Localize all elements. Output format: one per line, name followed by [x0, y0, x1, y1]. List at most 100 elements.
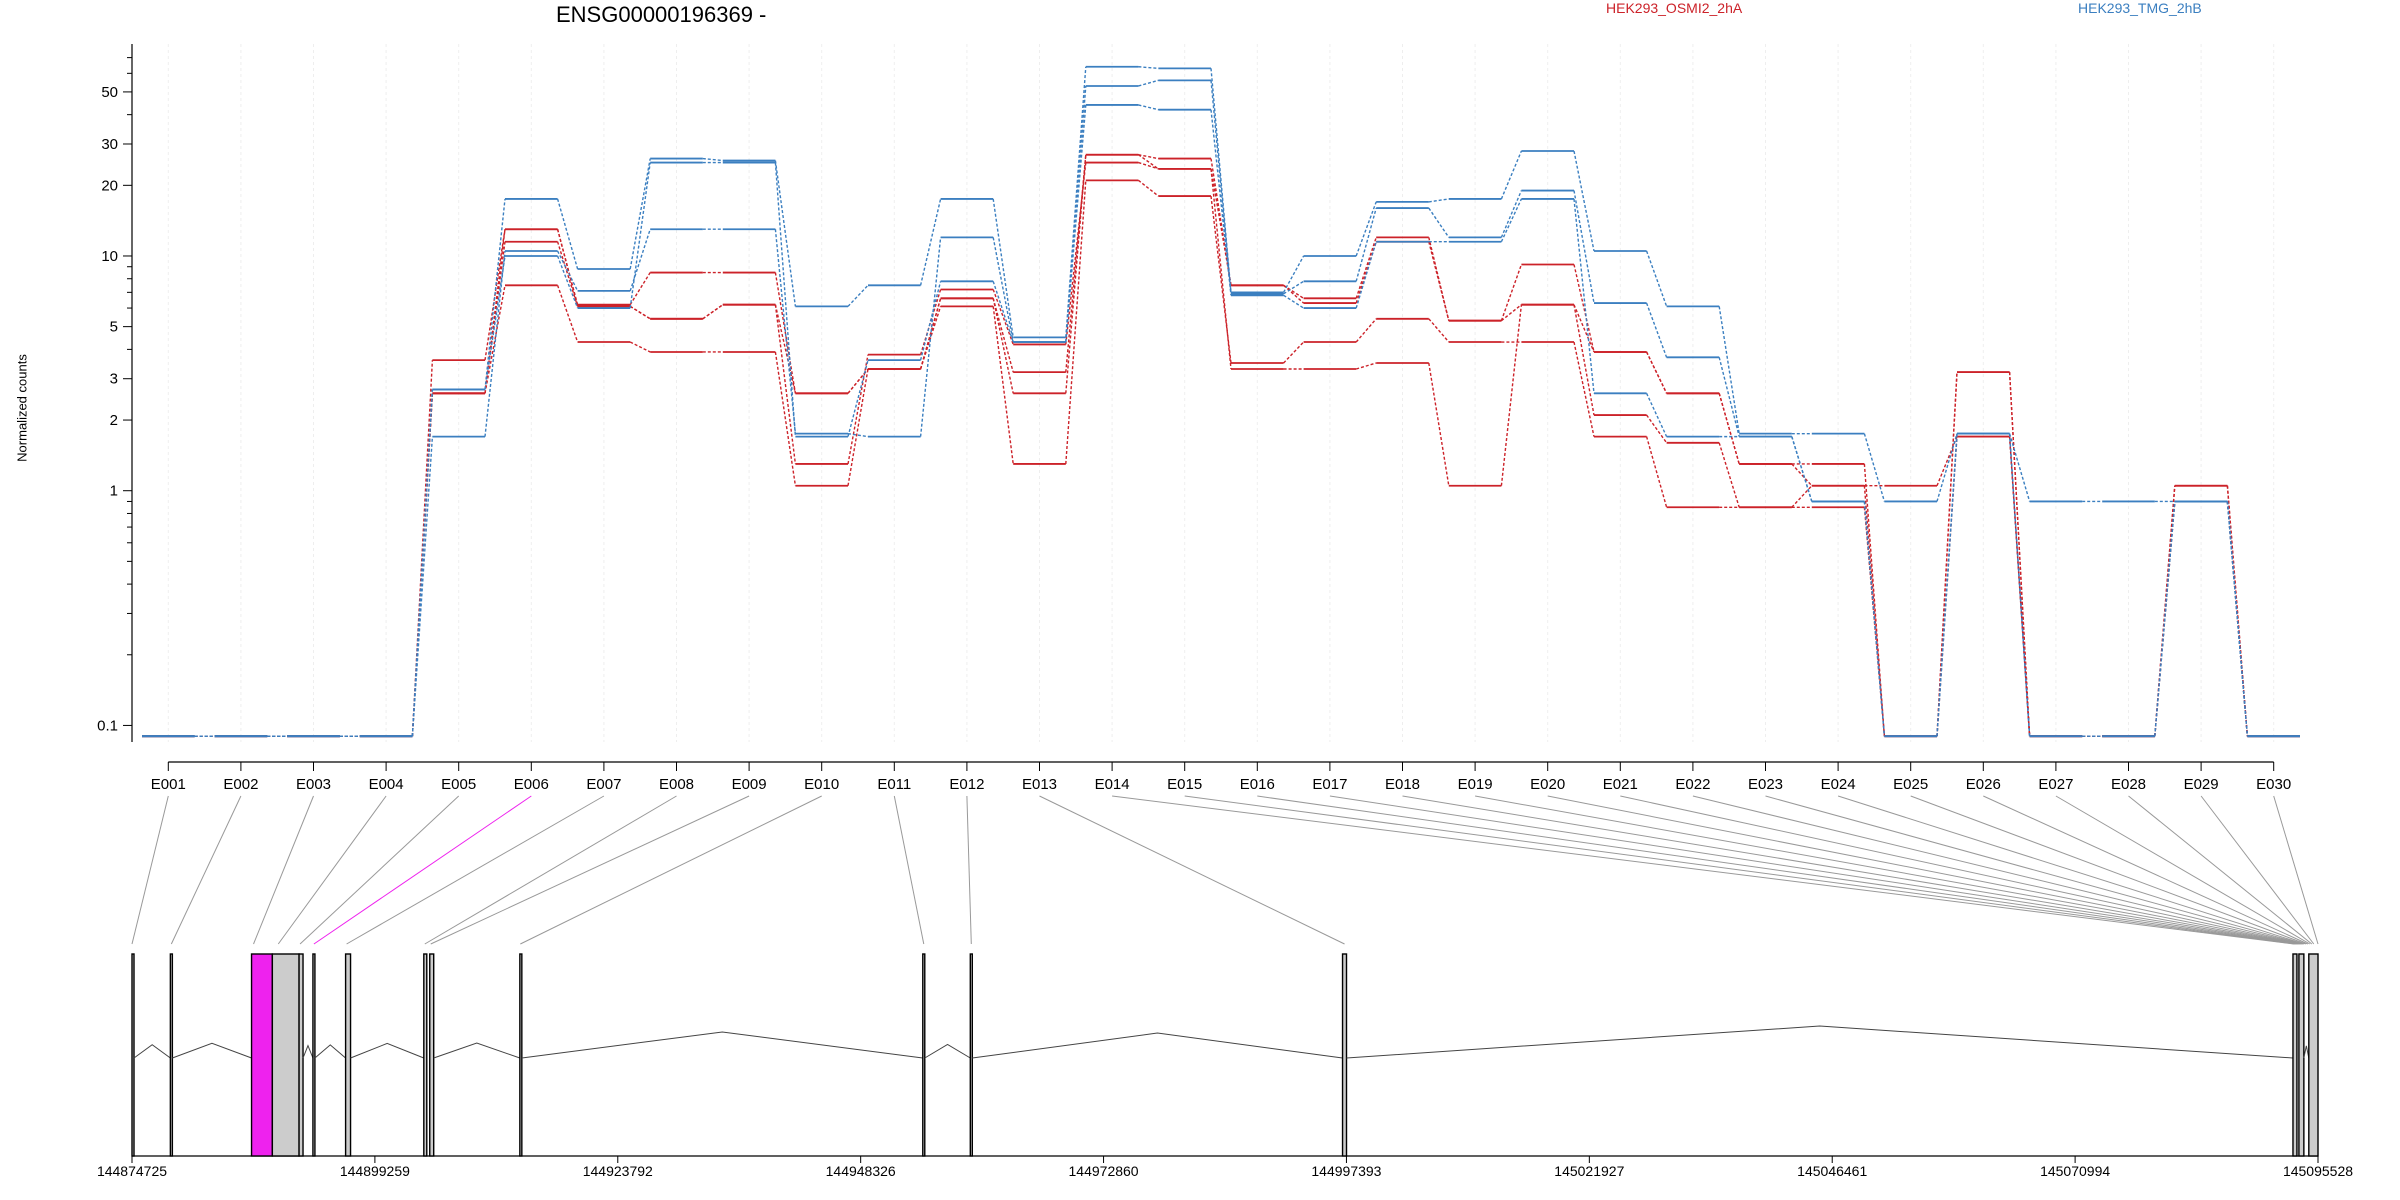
series-connector — [1645, 436, 1668, 508]
series-connector — [992, 198, 1014, 338]
series-connector — [1428, 237, 1450, 321]
x-tick-label: E005 — [441, 776, 476, 793]
series-connector — [1573, 304, 1595, 416]
legend-entry-tmg: HEK293_TMG_2hB — [2078, 0, 2202, 16]
series-connector — [1645, 302, 1668, 358]
exon-block — [169, 953, 174, 1157]
series-connector — [1138, 79, 1159, 87]
exon-block — [969, 953, 974, 1157]
series-connector — [1210, 195, 1232, 364]
intron-line — [172, 1042, 252, 1059]
exon-connectors — [131, 795, 2319, 945]
genome-tick-label: 144923792 — [583, 1163, 653, 1179]
series-connector — [1138, 154, 1159, 160]
series-connector — [992, 298, 1014, 394]
exon-connector — [1837, 795, 2305, 945]
exon-block — [250, 953, 274, 1157]
intron-line — [924, 1043, 971, 1059]
exon-connector — [966, 795, 972, 945]
series-connector — [1138, 161, 1159, 170]
series-connector — [1718, 357, 1740, 437]
series-connector — [1500, 150, 1523, 200]
series-connector — [847, 368, 869, 486]
exon-block — [344, 953, 352, 1157]
series-connector — [1355, 241, 1377, 309]
exon-block — [312, 953, 316, 1157]
series-connector — [1355, 241, 1377, 304]
exon-connector — [1184, 795, 2296, 945]
series-tmg-4 — [142, 65, 2300, 738]
exon-connector — [424, 795, 677, 945]
axes: 0.1 1 2 3 5 10 20 30 50 E001 E002 E003 E004 E005 E006 E… — [97, 44, 2291, 793]
series-connector — [774, 351, 797, 486]
x-tick-label: E018 — [1385, 776, 1420, 793]
series-connector — [484, 229, 506, 394]
series-connector — [1646, 414, 1668, 444]
x-tick-label: E012 — [949, 776, 984, 793]
y-tick-label: 20 — [101, 177, 118, 194]
series-connector — [484, 285, 506, 394]
series-connector — [1283, 280, 1304, 295]
series-connector — [484, 198, 506, 390]
series-connector — [1718, 442, 1740, 508]
series-connector — [1355, 237, 1377, 299]
exon-block — [1341, 953, 1348, 1157]
exon-connector — [430, 795, 750, 945]
exon-block — [2298, 953, 2305, 1157]
series-tmg-6 — [142, 104, 2300, 738]
genome-tick-label: 144948326 — [826, 1163, 896, 1179]
exon-connector — [253, 795, 314, 945]
exon-connector — [346, 795, 605, 945]
series-connector — [1283, 284, 1304, 299]
series-connector — [992, 237, 1014, 343]
series-connector — [2226, 485, 2249, 737]
genome-tick-label: 144874725 — [97, 1163, 167, 1179]
exon-connector — [1475, 795, 2300, 945]
intron-line — [133, 1044, 171, 1059]
series-connector — [1936, 433, 1958, 502]
x-tick-label: E025 — [1893, 776, 1928, 793]
x-tick-label: E030 — [2256, 776, 2291, 793]
x-tick-label: E023 — [1748, 776, 1783, 793]
x-tick-label: E026 — [1966, 776, 2001, 793]
series-connector — [992, 281, 1014, 343]
series-connector — [847, 284, 869, 307]
genome-tick-label: 145095528 — [2283, 1163, 2353, 1179]
series-connector — [1065, 180, 1087, 465]
exon-block — [2308, 953, 2319, 1157]
x-tick-label: E013 — [1022, 776, 1057, 793]
series-connector — [629, 305, 651, 320]
exon-connector — [1983, 795, 2309, 945]
genome-tick-label: 145070994 — [2040, 1163, 2110, 1179]
series-connector — [1645, 393, 1668, 437]
series-connector — [1355, 207, 1377, 282]
series-connector — [1645, 250, 1668, 307]
y-tick-label: 30 — [101, 136, 118, 153]
x-tick-label: E010 — [804, 776, 839, 793]
series-connector — [1573, 264, 1595, 353]
x-tick-label: E014 — [1095, 776, 1130, 793]
series-connector — [556, 255, 579, 309]
series-connector — [1210, 168, 1232, 370]
series-connector — [1573, 198, 1595, 394]
series-connector — [1283, 284, 1305, 304]
series-connector — [484, 255, 506, 390]
series-connector — [629, 162, 651, 309]
exon-connector — [2273, 795, 2319, 945]
exon-connector — [1620, 795, 2301, 945]
series-connector — [702, 304, 724, 320]
series-connector — [629, 158, 651, 270]
series-connector — [1500, 304, 1523, 486]
exon-block — [519, 953, 523, 1157]
series-connector — [1283, 294, 1304, 309]
series-connector — [1428, 318, 1450, 343]
x-tick-label: E016 — [1240, 776, 1275, 793]
series-connector — [556, 241, 579, 307]
gene-model: 144874725 144899259 144923792 144948326 1449… — [97, 953, 2353, 1179]
series-connector — [1718, 306, 1740, 434]
series-connector — [919, 237, 942, 437]
series-osmi2-1 — [142, 161, 2300, 738]
series-connector — [1573, 304, 1595, 353]
x-tick-label: E006 — [514, 776, 549, 793]
